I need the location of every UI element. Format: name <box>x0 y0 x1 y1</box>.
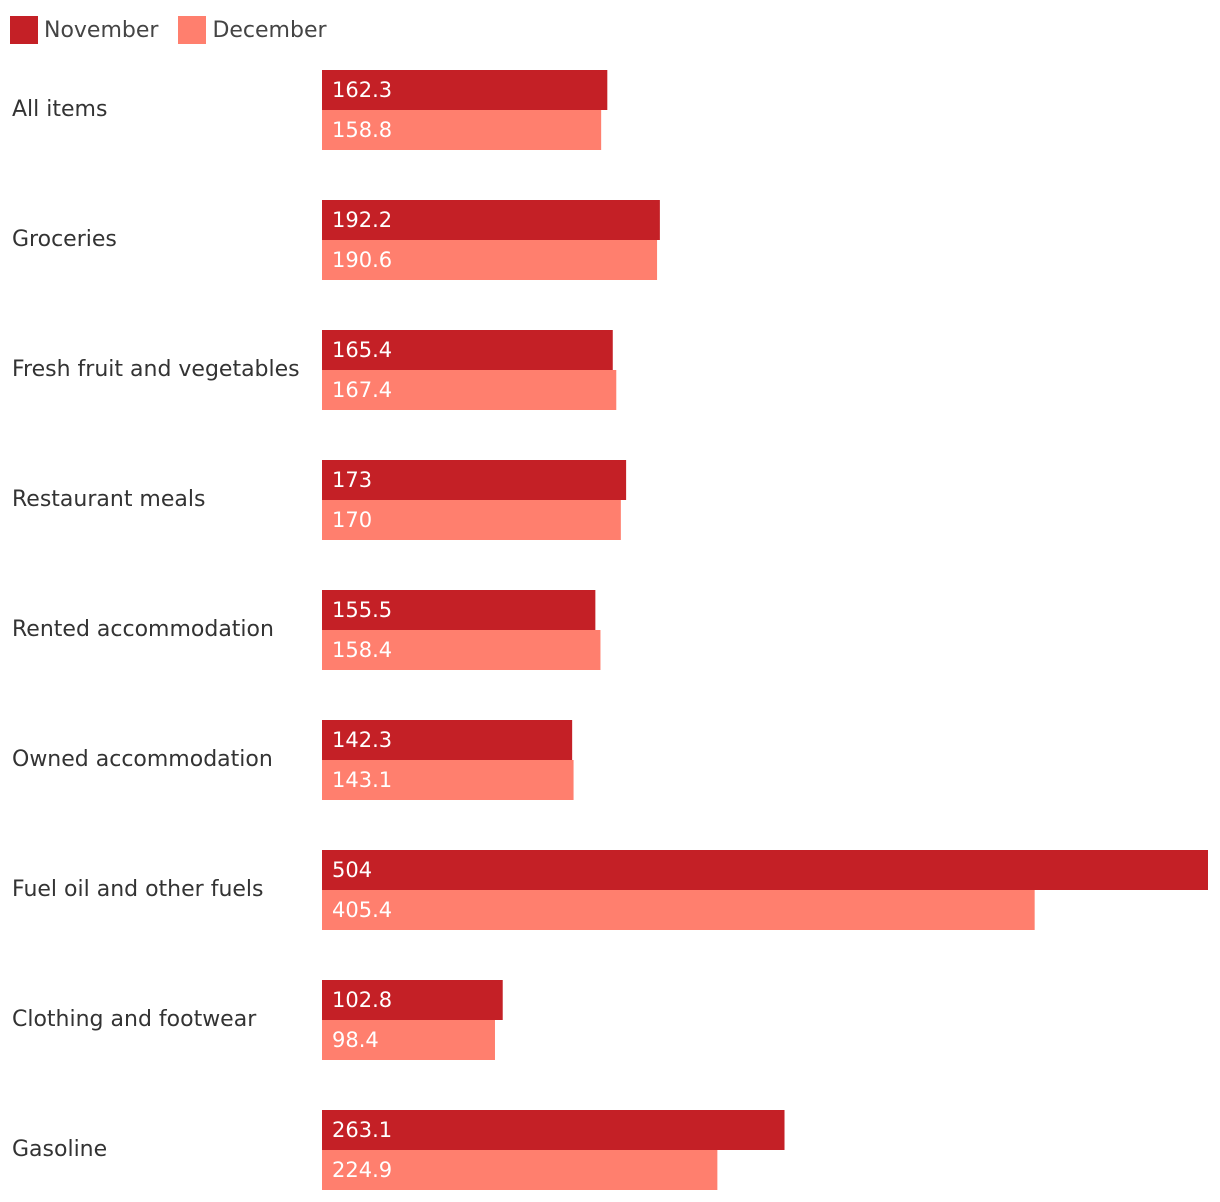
value-label-november: 192.2 <box>332 208 392 232</box>
bar-december[interactable] <box>322 370 617 410</box>
value-label-december: 405.4 <box>332 898 392 922</box>
legend-label-november: November <box>44 17 159 43</box>
value-label-december: 224.9 <box>332 1158 392 1182</box>
bar-november[interactable] <box>322 720 573 760</box>
category-label: Restaurant meals <box>12 487 205 512</box>
value-label-december: 143.1 <box>332 768 392 792</box>
value-label-december: 98.4 <box>332 1028 379 1052</box>
legend: November December <box>10 14 347 46</box>
value-label-november: 504 <box>332 858 372 882</box>
value-label-december: 170 <box>332 508 372 532</box>
category-label: Groceries <box>12 227 117 252</box>
bar-december[interactable] <box>322 760 574 800</box>
legend-label-december: December <box>212 17 327 43</box>
bar-november[interactable] <box>322 1110 785 1150</box>
legend-item-november[interactable]: November <box>10 16 158 44</box>
category-label: Fresh fruit and vegetables <box>12 357 300 382</box>
bar-december[interactable] <box>322 1150 718 1190</box>
bar-november[interactable] <box>322 330 613 370</box>
bar-november[interactable] <box>322 980 503 1020</box>
category-label: Fuel oil and other fuels <box>12 877 264 902</box>
bar-december[interactable] <box>322 1020 495 1060</box>
category-label: Gasoline <box>12 1137 107 1162</box>
value-label-november: 155.5 <box>332 598 392 622</box>
value-label-november: 162.3 <box>332 78 392 102</box>
bar-december[interactable] <box>322 110 602 150</box>
legend-swatch-november <box>10 16 38 44</box>
value-label-december: 158.8 <box>332 118 392 142</box>
category-label: All items <box>12 97 107 122</box>
category-label: Rented accommodation <box>12 617 274 642</box>
bar-november[interactable] <box>322 70 608 110</box>
bar-november[interactable] <box>322 200 660 240</box>
value-label-november: 173 <box>332 468 372 492</box>
legend-swatch-december <box>178 16 207 44</box>
value-label-december: 158.4 <box>332 638 392 662</box>
value-label-december: 167.4 <box>332 378 392 402</box>
bar-december[interactable] <box>322 500 621 540</box>
bar-november[interactable] <box>322 590 596 630</box>
value-label-november: 102.8 <box>332 988 392 1012</box>
legend-item-december[interactable]: December <box>178 16 327 44</box>
value-label-december: 190.6 <box>332 248 392 272</box>
bar-december[interactable] <box>322 890 1035 930</box>
bar-december[interactable] <box>322 240 658 280</box>
category-label: Owned accommodation <box>12 747 273 772</box>
value-label-november: 142.3 <box>332 728 392 752</box>
bar-november[interactable] <box>322 850 1208 890</box>
bar-december[interactable] <box>322 630 601 670</box>
value-label-november: 263.1 <box>332 1118 392 1142</box>
bar-november[interactable] <box>322 460 627 500</box>
category-label: Clothing and footwear <box>12 1007 257 1032</box>
value-label-november: 165.4 <box>332 338 392 362</box>
